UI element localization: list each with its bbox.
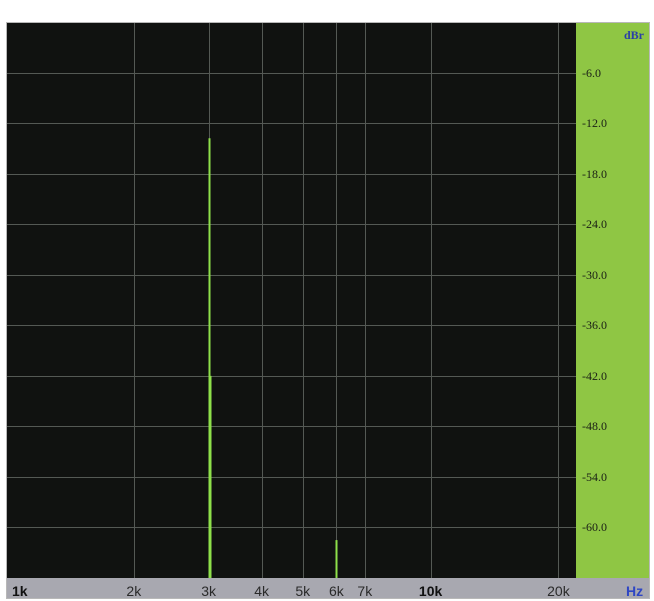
x-tick-label: 4k — [254, 583, 270, 599]
y-tick-label: -6.0 — [582, 66, 601, 80]
data-marks — [208, 138, 338, 578]
y-tick-label: -42.0 — [582, 369, 607, 383]
x-tick-label: 3k — [201, 583, 217, 599]
x-unit-label: Hz — [626, 583, 643, 599]
x-tick-label: 10k — [419, 583, 443, 599]
y-unit-label: dBr — [624, 28, 645, 42]
plot-area — [6, 22, 576, 578]
y-tick-label: -24.0 — [582, 217, 607, 231]
y-tick-label: -48.0 — [582, 419, 607, 433]
y-tick-label: -54.0 — [582, 470, 607, 484]
y-tick-label: -60.0 — [582, 520, 607, 534]
y-tick-label: -36.0 — [582, 318, 607, 332]
x-tick-label: 2k — [126, 583, 142, 599]
x-tick-label: 5k — [295, 583, 311, 599]
x-tick-label: 6k — [329, 583, 345, 599]
x-tick-labels: 1k 2k 3k 4k 5k 6k 7k 10k 20k — [12, 583, 571, 599]
x-tick-label: 1k — [12, 583, 28, 599]
y-tick-label: -12.0 — [582, 116, 607, 130]
y-tick-label: -18.0 — [582, 167, 607, 181]
y-tick-label: -30.0 — [582, 268, 607, 282]
y-axis-panel — [576, 22, 650, 578]
x-tick-label: 7k — [357, 583, 373, 599]
chart-frame — [6, 22, 650, 599]
y-tick-labels: -6.0 -12.0 -18.0 -24.0 -30.0 -36.0 -42.0 -48.0 -… — [582, 66, 607, 534]
x-axis-strip — [6, 578, 650, 599]
x-tick-label: 20k — [547, 583, 571, 599]
grid-lines — [6, 22, 576, 578]
